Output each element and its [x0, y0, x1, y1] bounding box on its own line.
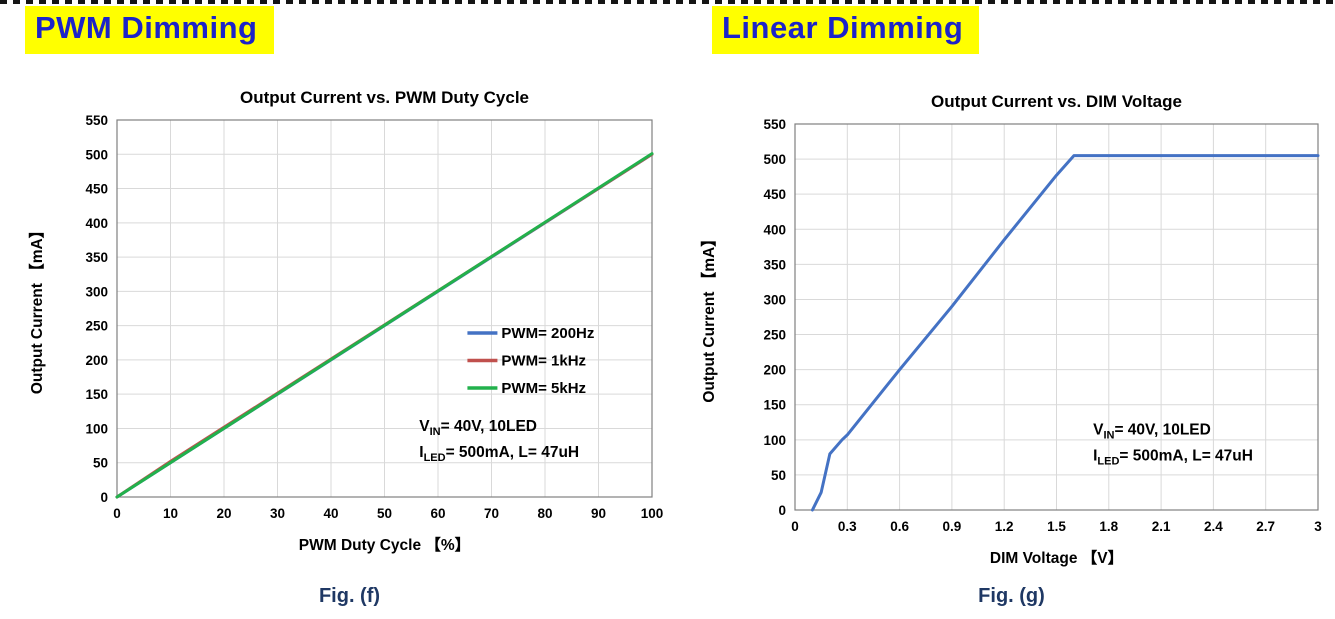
x-axis-title: PWM Duty Cycle 【%】 [299, 536, 470, 554]
y-tick-label: 350 [85, 250, 108, 265]
x-tick-label: 1.2 [995, 519, 1014, 534]
x-tick-label: 80 [537, 506, 552, 521]
x-tick-label: 2.1 [1152, 519, 1171, 534]
y-tick-label: 50 [93, 456, 108, 471]
x-tick-label: 90 [591, 506, 606, 521]
x-tick-label: 40 [323, 506, 338, 521]
condition-annotation: ILED= 500mA, L= 47uH [419, 444, 579, 464]
dim-voltage-chart: 0 0.3 0.6 0.9 1.2 1.5 1.8 2.1 2.4 2.7 3 0 50 100 150 20… [700, 92, 1322, 567]
y-tick-label: 250 [85, 319, 108, 334]
x-tick-label: 0.6 [890, 519, 909, 534]
x-tick-label: 0 [791, 519, 799, 534]
y-tick-label: 400 [85, 216, 108, 231]
y-tick-label: 250 [763, 328, 786, 343]
x-tick-label: 20 [216, 506, 231, 521]
y-tick-label: 0 [100, 490, 108, 505]
y-tick-label: 400 [763, 222, 786, 237]
series-line [115, 152, 654, 499]
y-tick-label: 550 [763, 117, 786, 132]
y-tick-label: 100 [763, 433, 786, 448]
x-tick-label: 60 [430, 506, 445, 521]
y-tick-label: 450 [85, 182, 108, 197]
pwm-dimming-header: PWM Dimming [25, 6, 274, 54]
x-tick-label: 1.8 [1099, 519, 1118, 534]
y-tick-label: 150 [85, 387, 108, 402]
y-tick-label: 200 [85, 353, 108, 368]
linear-dimming-header: Linear Dimming [712, 6, 980, 54]
condition-annotation: ILED= 500mA, L= 47uH [1093, 448, 1253, 468]
plot-border [794, 123, 1319, 511]
y-tick-label: 50 [771, 468, 786, 483]
y-tick-label: 550 [85, 113, 108, 128]
y-axis-title: Output Current 【mA】 [700, 231, 718, 402]
x-tick-label: 2.4 [1204, 519, 1223, 534]
pwm-fig-caption: Fig. (f) [318, 585, 381, 607]
y-tick-label: 350 [763, 257, 786, 272]
y-tick-label: 450 [763, 187, 786, 202]
legend-label: PWM= 1kHz [501, 353, 586, 370]
y-tick-label: 300 [85, 284, 108, 299]
linear-fig-caption: Fig. (g) [978, 585, 1045, 607]
x-tick-label: 50 [377, 506, 392, 521]
x-axis-title: DIM Voltage 【V】 [990, 549, 1123, 567]
condition-annotation: VIN= 40V, 10LED [1093, 422, 1211, 442]
chart-title: Output Current vs. DIM Voltage [931, 92, 1182, 111]
x-tick-label: 100 [641, 506, 664, 521]
series-line [810, 154, 1320, 512]
y-axis-title: Output Current 【mA】 [28, 223, 46, 394]
y-tick-label: 100 [85, 421, 108, 436]
x-tick-label: 2.7 [1256, 519, 1275, 534]
condition-annotation: VIN= 40V, 10LED [419, 418, 537, 438]
chart-title: Output Current vs. PWM Duty Cycle [240, 88, 529, 107]
x-tick-label: 0.9 [943, 519, 962, 534]
y-tick-label: 300 [763, 292, 786, 307]
y-tick-label: 150 [763, 398, 786, 413]
x-tick-label: 1.5 [1047, 519, 1066, 534]
y-tick-label: 200 [763, 363, 786, 378]
x-tick-label: 0.3 [838, 519, 857, 534]
y-tick-label: 500 [763, 152, 786, 167]
y-tick-label: 0 [778, 503, 786, 518]
x-tick-label: 70 [484, 506, 499, 521]
x-tick-label: 10 [163, 506, 178, 521]
legend-label: PWM= 5kHz [501, 380, 586, 397]
x-tick-label: 0 [113, 506, 121, 521]
y-tick-label: 500 [85, 147, 108, 162]
plot-border [116, 119, 653, 498]
x-tick-label: 30 [270, 506, 285, 521]
x-tick-label: 3 [1314, 519, 1322, 534]
top-dashed-line [0, 0, 1335, 4]
pwm-duty-cycle-chart: 0 10 20 30 40 50 60 70 80 90 100 0 50 100 150 200 250 300… [28, 88, 664, 554]
legend-label: PWM= 200Hz [501, 325, 594, 342]
